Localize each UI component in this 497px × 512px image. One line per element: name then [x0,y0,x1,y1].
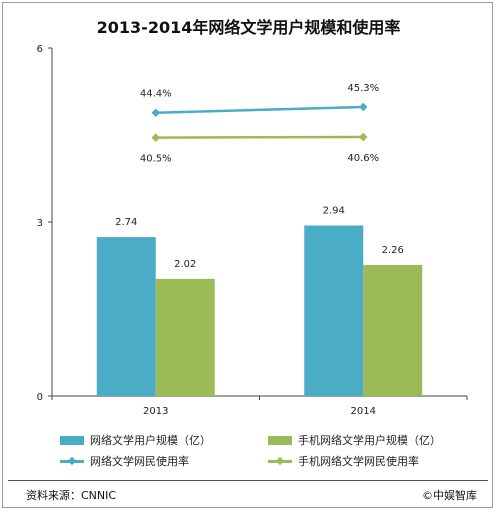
legend-label: 网络文学用户规模（亿） [90,434,211,447]
y-tick-label: 3 [37,218,43,229]
line-series [155,135,364,139]
bar-data-label: 2.74 [115,217,137,228]
line-data-label: 40.5% [140,154,172,165]
bar-data-label: 2.02 [174,259,196,270]
footer-divider [8,480,488,481]
line-marker [151,108,160,117]
y-tick-label: 0 [37,392,43,403]
line-data-label: 44.4% [140,89,172,100]
legend-item: 网络文学用户规模（亿） [60,432,211,448]
chart-title: 2013-2014年网络文学用户规模和使用率 [96,18,401,37]
legend-item: 网络文学网民使用率 [60,453,189,469]
legend-label: 手机网络文学用户规模（亿） [298,434,441,447]
bar [304,225,364,396]
bar [363,264,423,396]
bar-data-label: 2.94 [323,205,345,216]
legend-swatch [60,456,84,466]
legend-item: 手机网络文学网民使用率 [268,453,419,469]
x-tick-label: 2013 [143,406,168,417]
brand-credit: ©中娱智库 [422,489,477,502]
y-tick-label: 6 [37,44,43,55]
line-marker [359,102,368,112]
bar-data-label: 2.26 [382,245,404,256]
legend-swatch [60,435,84,445]
chart-frame [2,2,493,508]
source-note: 资料来源：CNNIC [26,489,117,502]
line-data-label: 45.3% [347,83,379,94]
line-marker [359,132,368,142]
legend-label: 手机网络文学网民使用率 [298,455,419,468]
legend-item: 手机网络文学用户规模（亿） [268,432,441,448]
legend-label: 网络文学网民使用率 [90,455,189,468]
legend-swatch [268,456,292,466]
line-data-label: 40.6% [347,153,379,164]
bar [96,237,156,396]
x-tick-label: 2014 [351,406,376,417]
bar [155,278,215,396]
legend-swatch [268,435,292,445]
line-series [155,105,364,114]
line-marker [151,133,160,142]
